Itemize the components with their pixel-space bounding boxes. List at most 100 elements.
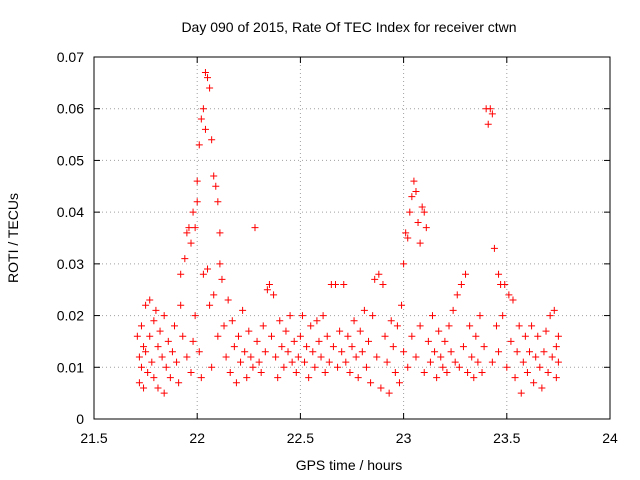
data-point [160, 312, 168, 320]
data-point [408, 193, 416, 201]
data-point [315, 337, 323, 345]
data-point [381, 332, 389, 340]
data-point [542, 327, 550, 335]
data-point [536, 363, 544, 371]
data-point [538, 384, 546, 392]
data-point [375, 270, 383, 278]
data-point [447, 348, 455, 356]
data-point [187, 239, 195, 247]
data-point [422, 224, 430, 232]
data-point [507, 337, 515, 345]
data-point [424, 337, 432, 345]
data-point [532, 353, 540, 361]
data-point [137, 322, 145, 330]
data-point [230, 343, 238, 351]
data-point [412, 353, 420, 361]
data-point [206, 84, 214, 92]
data-point [356, 327, 364, 335]
data-point [257, 368, 265, 376]
data-point [400, 348, 408, 356]
data-point [146, 332, 154, 340]
data-point [212, 182, 220, 190]
data-point [158, 353, 166, 361]
data-point [420, 208, 428, 216]
y-tick-label: 0.04 [57, 204, 84, 220]
data-point [301, 358, 309, 366]
data-point [216, 229, 224, 237]
x-tick-label: 22.5 [287, 430, 314, 446]
data-point [474, 358, 482, 366]
data-point [247, 353, 255, 361]
data-point [268, 332, 276, 340]
data-point [492, 322, 500, 330]
data-point [224, 296, 232, 304]
data-point [160, 389, 168, 397]
data-point [350, 317, 358, 325]
data-point [503, 363, 511, 371]
data-point [464, 368, 472, 376]
data-point [140, 343, 148, 351]
data-point [214, 198, 222, 206]
data-point [166, 374, 174, 382]
data-point [488, 110, 496, 118]
data-point [484, 120, 492, 128]
data-point [358, 348, 366, 356]
data-point [150, 317, 158, 325]
data-point [243, 374, 251, 382]
plot-frame [93, 56, 611, 420]
data-point [255, 358, 263, 366]
data-point [548, 353, 556, 361]
data-point [338, 348, 346, 356]
y-tick-label: 0.02 [57, 308, 84, 324]
data-point [365, 337, 373, 345]
data-point [181, 255, 189, 263]
data-point [526, 348, 534, 356]
data-point [204, 74, 212, 82]
data-point [311, 363, 319, 371]
data-point [154, 384, 162, 392]
data-point [391, 368, 399, 376]
data-points-layer [133, 69, 562, 397]
data-point [226, 368, 234, 376]
data-point [412, 187, 420, 195]
data-point [239, 306, 247, 314]
data-point [201, 125, 209, 133]
data-point [197, 374, 205, 382]
data-point [313, 317, 321, 325]
data-point [270, 291, 278, 299]
data-point [400, 260, 408, 268]
data-point [278, 343, 286, 351]
data-point [189, 337, 197, 345]
data-point [414, 218, 422, 226]
data-point [179, 332, 187, 340]
data-point [168, 348, 176, 356]
data-point [317, 353, 325, 361]
data-point [528, 322, 536, 330]
y-tick-label: 0.06 [57, 101, 84, 117]
data-point [296, 332, 304, 340]
data-point [554, 358, 562, 366]
data-point [245, 327, 253, 335]
y-tick-label: 0.05 [57, 152, 84, 168]
data-point [544, 368, 552, 376]
y-axis-label: ROTI / TECUs [5, 193, 21, 283]
data-point [187, 368, 195, 376]
data-point [191, 224, 199, 232]
data-point [344, 332, 352, 340]
data-point [152, 306, 160, 314]
data-point [251, 224, 259, 232]
data-point [459, 343, 467, 351]
data-point [517, 389, 525, 397]
data-point [265, 281, 273, 289]
data-point [177, 301, 185, 309]
data-point [511, 374, 519, 382]
data-point [486, 105, 494, 113]
data-point [389, 343, 397, 351]
data-point [410, 177, 418, 185]
data-point [201, 69, 209, 77]
data-point [140, 384, 148, 392]
data-point [505, 291, 513, 299]
data-point [135, 353, 143, 361]
data-point [466, 322, 474, 330]
data-point [404, 234, 412, 242]
